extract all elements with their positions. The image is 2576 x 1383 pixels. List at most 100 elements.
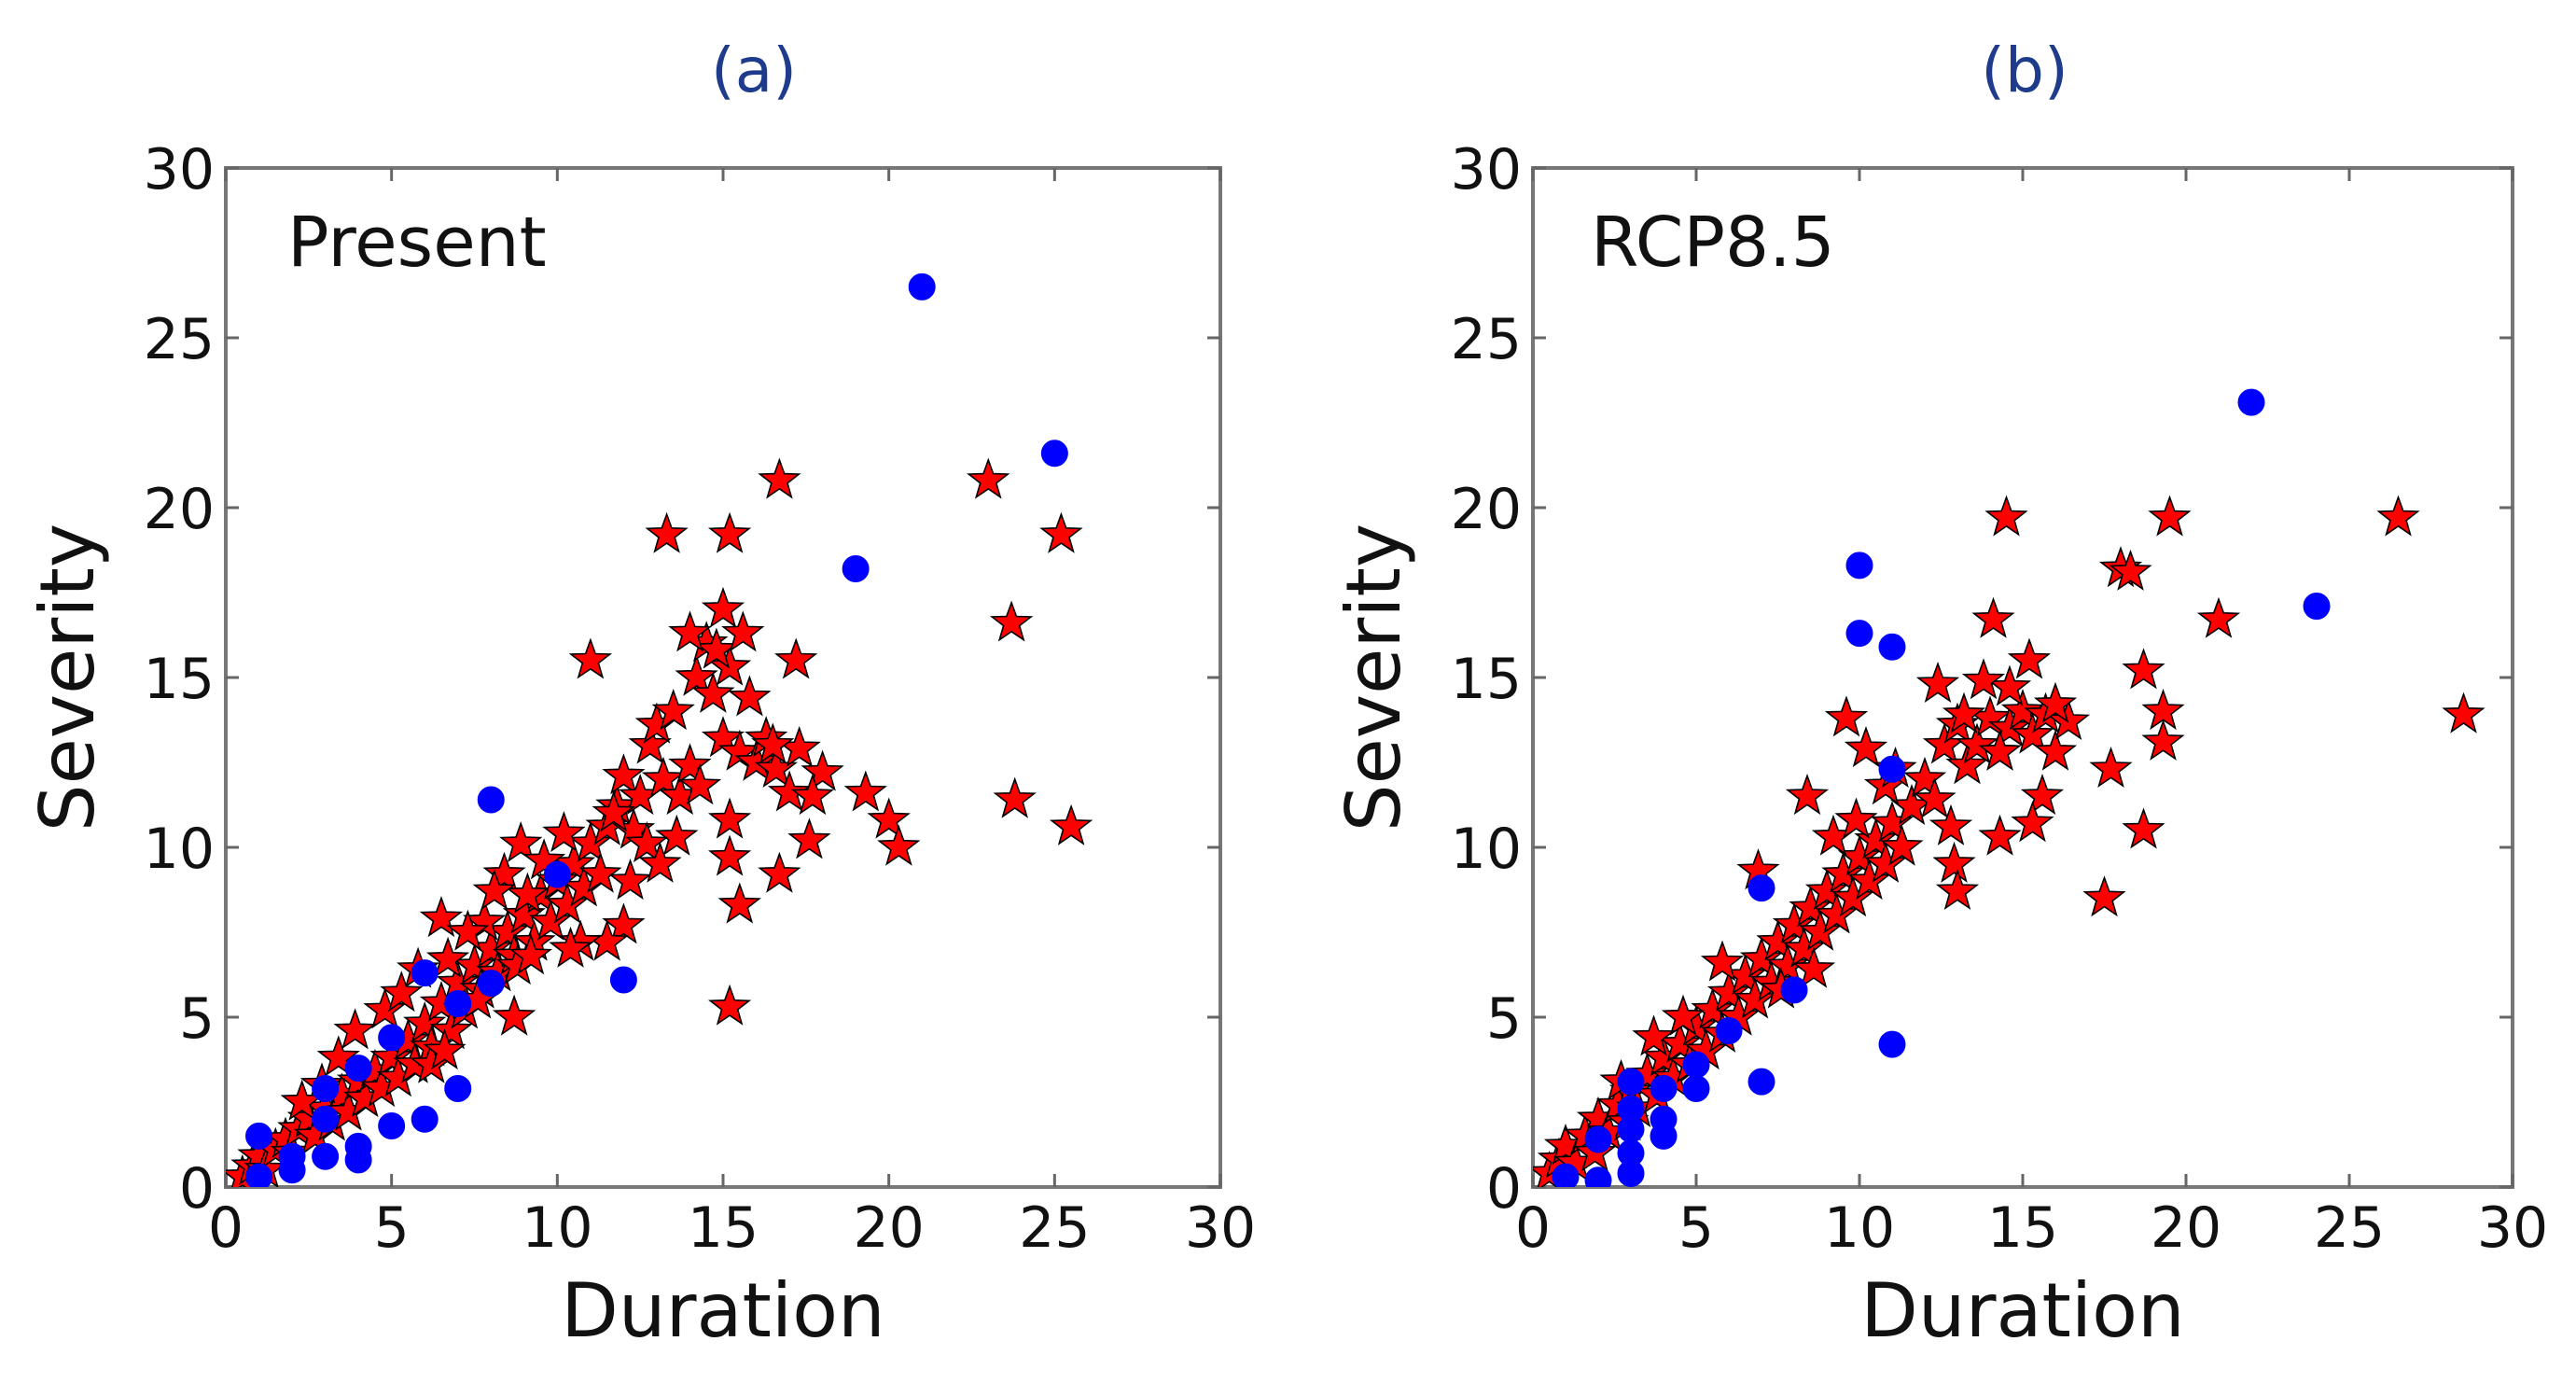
dot-point (1748, 874, 1775, 902)
star-point (1915, 661, 1960, 704)
y-tick-label: 25 (1451, 307, 1522, 372)
star-point (691, 671, 735, 713)
dot-point (1617, 1068, 1645, 1096)
star-point (767, 770, 812, 812)
star-point (641, 756, 686, 798)
star-point (1978, 814, 2022, 856)
star-point (2376, 495, 2420, 537)
star-point (2089, 746, 2133, 789)
y-axis-label: Severity (1330, 524, 1417, 831)
dot-point (1878, 1030, 1906, 1058)
panel-a: (a) 0 5 10 15 20 25 30 0 5 10 15 20 25 30 Duration Sever… (24, 35, 1256, 1354)
star-point (728, 675, 772, 717)
star-point (625, 821, 669, 863)
star-point (2020, 774, 2065, 816)
star-point (1791, 946, 1836, 988)
star-point (1929, 803, 1973, 845)
star-point (801, 749, 844, 791)
star-point (446, 909, 490, 951)
x-tick-label: 5 (1678, 1195, 1714, 1261)
star-point (508, 933, 553, 975)
star-point (655, 814, 699, 856)
star-point (2007, 637, 2052, 679)
dot-point (2237, 388, 2265, 416)
dot-point (1748, 1068, 1775, 1096)
dot-point (842, 555, 870, 583)
star-point (867, 797, 911, 839)
star-point (645, 511, 689, 553)
x-tick-label: 15 (688, 1195, 759, 1261)
y-tick-label: 15 (144, 647, 215, 712)
dot-point (1650, 1074, 1678, 1102)
star-point (1765, 943, 1810, 985)
dot-point (378, 1111, 406, 1139)
star-point (2442, 692, 2485, 733)
star-point (694, 627, 739, 669)
star-point (668, 610, 712, 652)
star-point (403, 1000, 447, 1043)
dot-point (1715, 1017, 1743, 1045)
star-point (1798, 909, 1843, 951)
dot-point (278, 1142, 306, 1170)
x-tick-label: 25 (2314, 1195, 2385, 1261)
dot-point (543, 860, 571, 888)
star-point (967, 457, 1010, 499)
x-tick-label: 20 (853, 1195, 924, 1261)
star-point (1854, 817, 1898, 859)
star-point (989, 600, 1034, 642)
x-tick-label: 10 (1824, 1195, 1895, 1261)
star-point (675, 654, 718, 696)
dot-point (1682, 1074, 1710, 1102)
star-point (423, 1028, 466, 1070)
dot-point (477, 970, 505, 998)
star-point (419, 896, 464, 938)
star-point (1782, 926, 1826, 968)
star-point (1932, 841, 1976, 883)
y-tick-label: 0 (1486, 1156, 1522, 1222)
star-point (1971, 596, 2015, 638)
dot-point (609, 966, 637, 994)
star-point (1739, 936, 1784, 978)
dot-point (1878, 633, 1906, 661)
x-tick-label: 0 (1515, 1195, 1551, 1261)
dot-point (245, 1163, 273, 1187)
star-point (707, 511, 752, 553)
data-points (1533, 388, 2485, 1187)
star-point (707, 984, 752, 1026)
star-point (380, 971, 424, 1013)
dot-point (1617, 1139, 1645, 1167)
star-point (1821, 851, 1865, 893)
x-axis-label: Duration (561, 1267, 884, 1354)
star-point (1700, 940, 1745, 982)
star-point (668, 743, 712, 785)
star-point (1984, 495, 2028, 537)
dot-point (312, 1105, 340, 1133)
star-point (1772, 902, 1817, 944)
star-point (472, 868, 516, 911)
star-point (1880, 824, 1924, 866)
x-axis-label: Duration (1860, 1267, 2184, 1354)
star-point (651, 689, 695, 731)
star-point (2000, 689, 2045, 731)
x-tick-label: 10 (522, 1195, 592, 1261)
star-point (751, 722, 795, 764)
star-point (425, 936, 470, 978)
dot-point (1845, 620, 1873, 648)
y-tick-label: 5 (179, 986, 215, 1052)
star-point (1847, 859, 1891, 901)
x-tick-label: 20 (2151, 1195, 2221, 1261)
scenario-label: Present (287, 203, 547, 283)
star-point (522, 838, 566, 880)
star-point (1863, 841, 1908, 883)
dot-point (1780, 976, 1808, 1004)
star-point (1824, 695, 1869, 737)
star-point (1834, 797, 1878, 839)
scenario-label: RCP8.5 (1591, 203, 1835, 283)
dot-point (908, 272, 936, 300)
star-point (1844, 726, 1888, 768)
star-point (707, 834, 752, 876)
dot-point (344, 1055, 372, 1083)
y-tick-label: 30 (1451, 137, 1522, 203)
y-axis-label: Severity (24, 524, 111, 831)
